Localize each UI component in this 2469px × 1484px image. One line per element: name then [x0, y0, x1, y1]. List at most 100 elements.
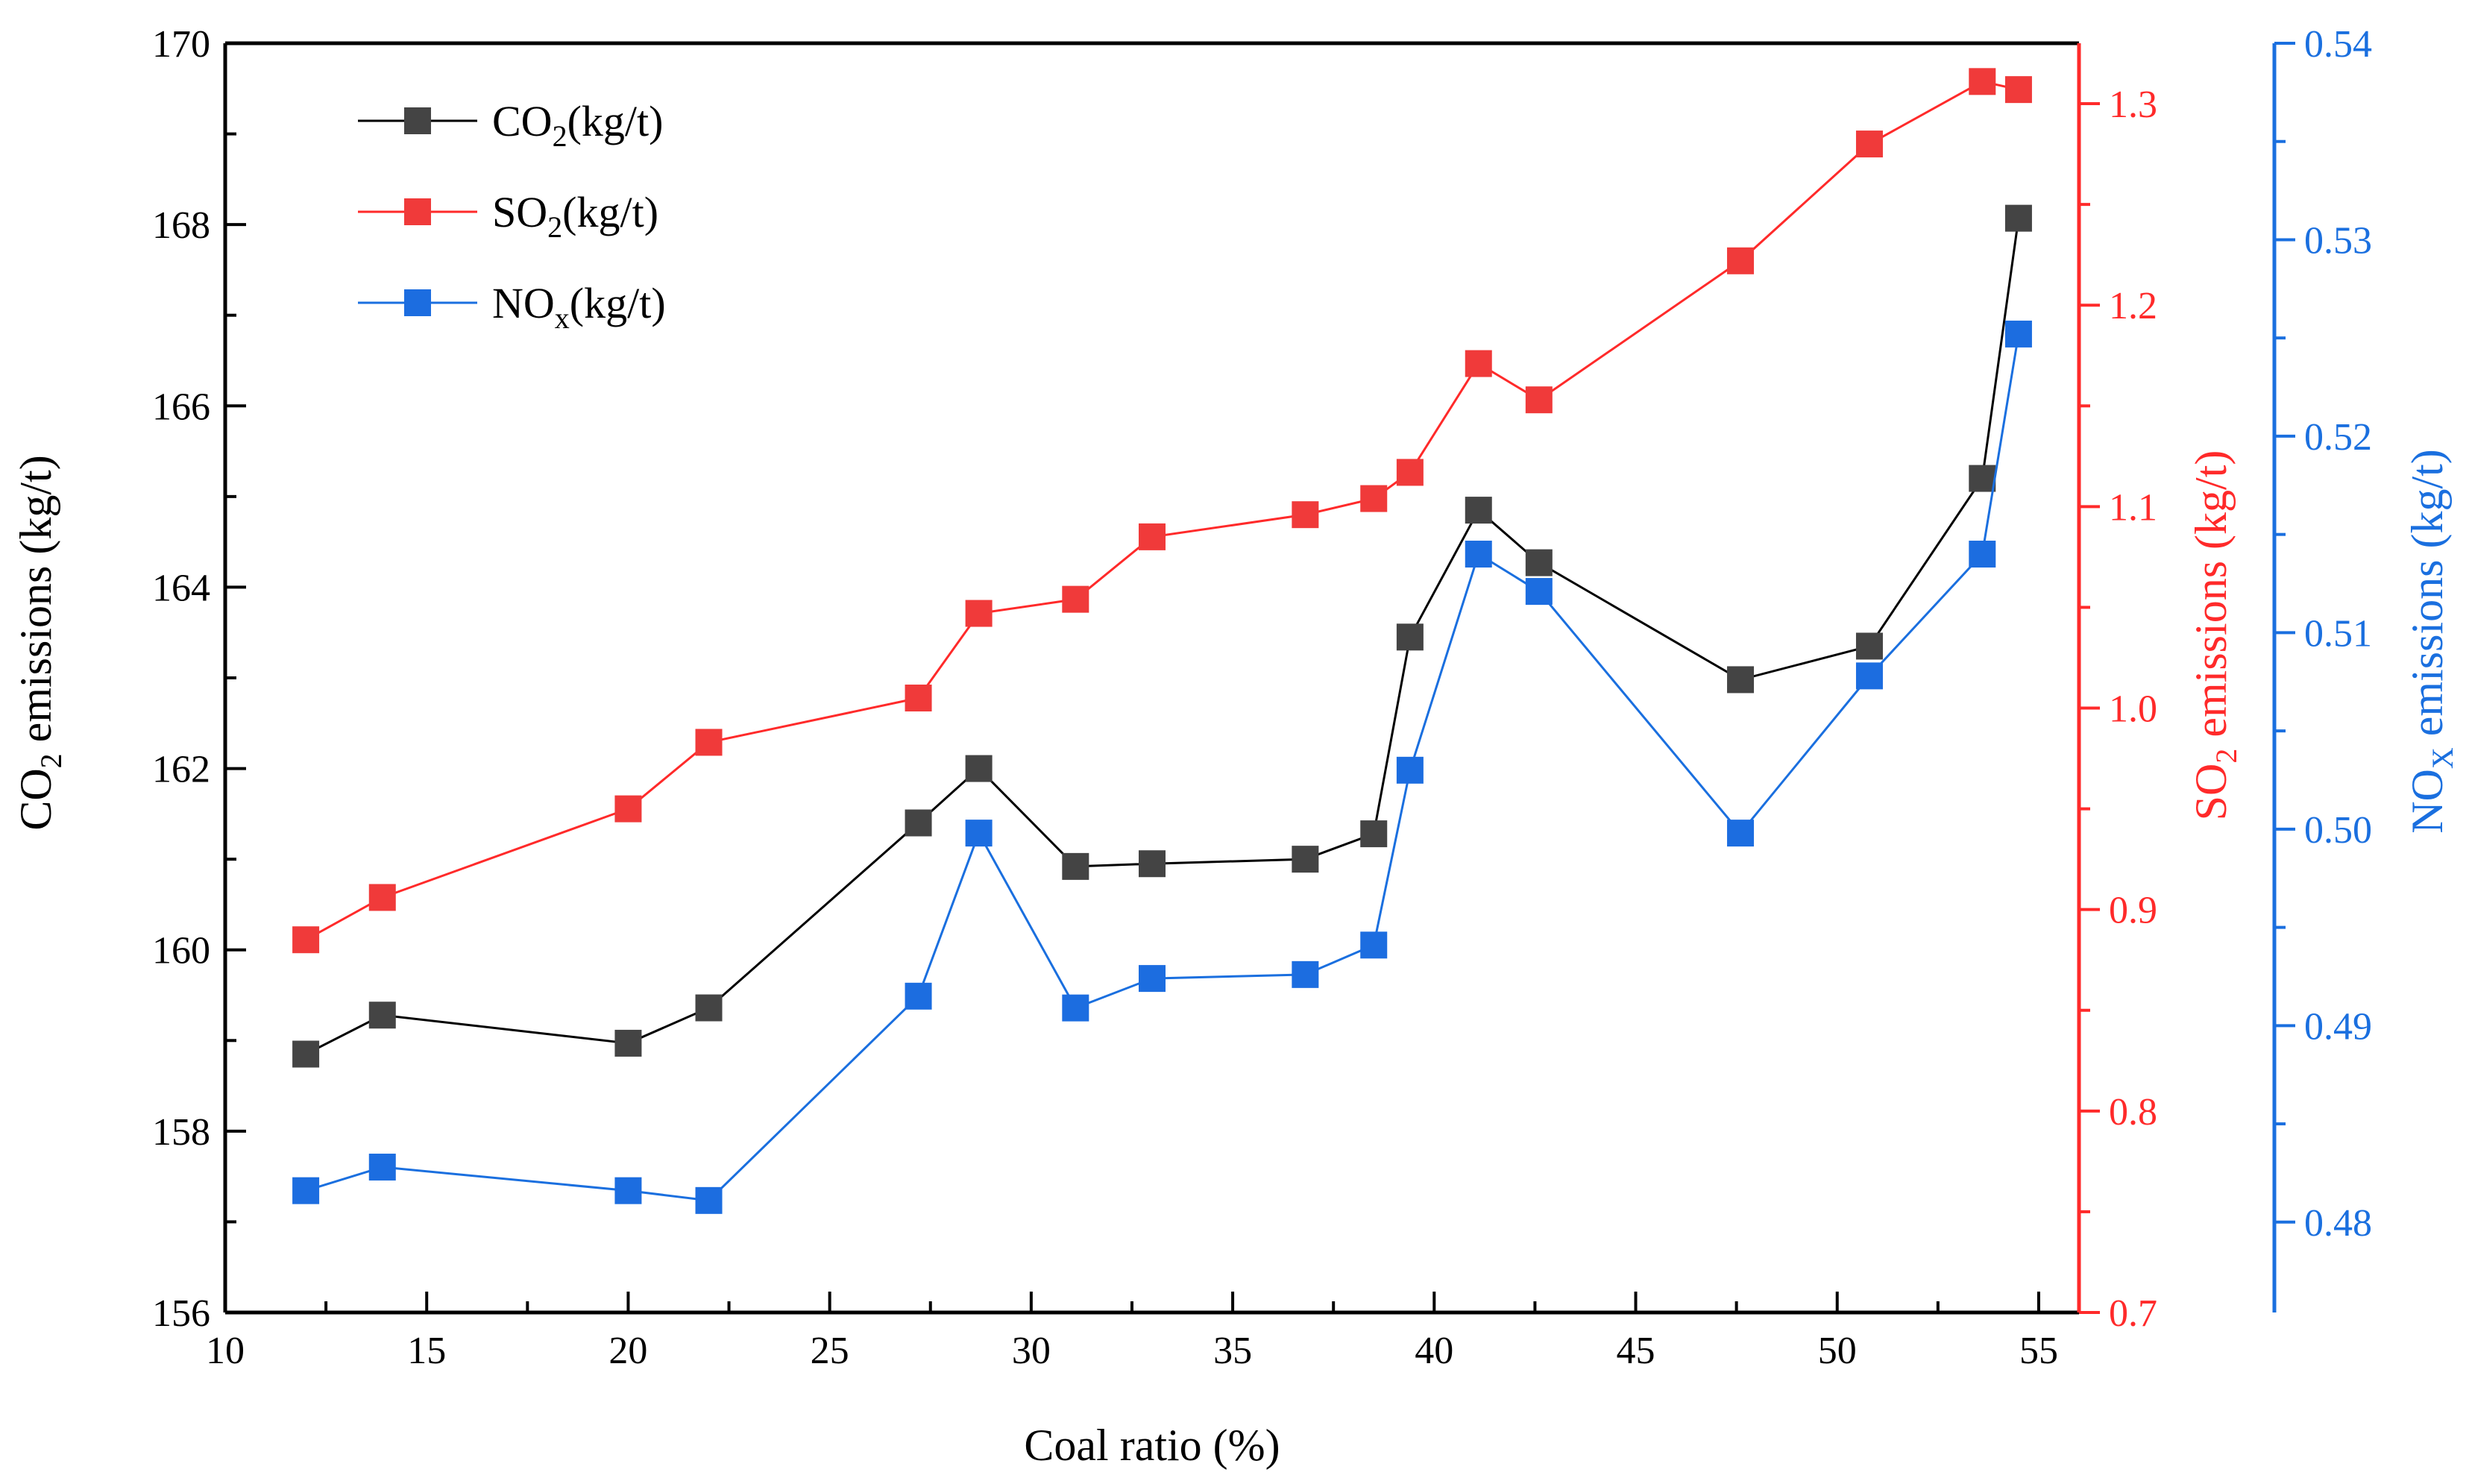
left-tick-label: 170 — [152, 23, 210, 66]
left-tick-label: 164 — [152, 567, 210, 609]
x-tick-label: 40 — [1415, 1330, 1453, 1372]
nox-point — [1292, 960, 1319, 988]
legend-label-rest: (kg/t) — [567, 97, 664, 145]
co2-point — [1062, 852, 1089, 880]
so2-point — [1292, 501, 1319, 529]
legend: CO2(kg/t)SO2(kg/t)NOx(kg/t) — [358, 97, 666, 335]
series-nox — [292, 320, 2032, 1214]
legend-item-co2: CO2(kg/t) — [358, 97, 663, 153]
nox-point — [1855, 662, 1883, 690]
legend-label-sub: 2 — [553, 119, 567, 153]
legend-label-main: SO — [492, 188, 547, 236]
legend-label: CO2(kg/t) — [492, 97, 663, 153]
so2-point — [1465, 350, 1492, 377]
so2-point — [1062, 585, 1089, 613]
x-tick-label: 55 — [2019, 1330, 2058, 1372]
so2-point — [965, 600, 993, 627]
nox-tick-label: 0.52 — [2304, 416, 2372, 459]
nox-point — [695, 1186, 723, 1214]
x-tick-label: 20 — [608, 1330, 647, 1372]
nox-point — [1727, 820, 1755, 847]
co2-point — [695, 994, 723, 1022]
nox-point — [1360, 931, 1388, 959]
nox-tick-label: 0.48 — [2304, 1202, 2372, 1245]
co2-point — [1525, 549, 1553, 576]
nox-point — [368, 1154, 396, 1181]
legend-item-so2: SO2(kg/t) — [358, 188, 658, 244]
left-axis-title: CO2 emissions (kg/t) — [11, 455, 68, 830]
co2-point — [1969, 465, 1996, 492]
left-axis-title-main: CO — [11, 768, 60, 830]
nox-point — [965, 820, 993, 847]
left-tick-label: 168 — [152, 204, 210, 247]
so2-axis-title: SO2 emissions (kg/t) — [2186, 450, 2243, 821]
x-tick-label: 45 — [1617, 1330, 1655, 1372]
so2-point — [1396, 459, 1424, 486]
co2-line — [305, 218, 2020, 1055]
left-tick-label: 158 — [152, 1111, 210, 1154]
x-tick-label: 35 — [1213, 1330, 1252, 1372]
so2-axis-title-rest: emissions (kg/t) — [2186, 450, 2236, 749]
legend-label-sub: x — [555, 301, 570, 335]
nox-tick-label: 0.49 — [2304, 1005, 2372, 1048]
so2-point — [1139, 523, 1166, 550]
series-layer — [292, 68, 2032, 1214]
so2-point — [2004, 76, 2032, 104]
so2-tick-label: 1.1 — [2109, 486, 2157, 529]
co2-point — [905, 809, 932, 837]
legend-marker — [404, 198, 431, 225]
nox-tick-label: 0.53 — [2304, 219, 2372, 262]
co2-point — [1396, 623, 1424, 651]
nox-axis-title-main: NO — [2403, 769, 2452, 834]
series-so2 — [292, 68, 2032, 954]
nox-tick-label: 0.54 — [2304, 23, 2372, 66]
so2-axis-title-sub: 2 — [2209, 749, 2243, 764]
left-tick-label: 156 — [152, 1292, 210, 1335]
co2-point — [1855, 632, 1883, 660]
so2-point — [614, 795, 642, 823]
so2-point — [292, 926, 320, 954]
series-co2 — [292, 204, 2032, 1068]
x-tick-label: 50 — [1818, 1330, 1857, 1372]
so2-tick-label: 1.3 — [2109, 84, 2157, 126]
x-tick-label: 25 — [811, 1330, 849, 1372]
nox-point — [614, 1177, 642, 1204]
legend-label-main: NO — [492, 279, 555, 327]
legend-label-main: CO — [492, 97, 553, 145]
so2-point — [1727, 247, 1755, 274]
x-tick-label: 30 — [1012, 1330, 1051, 1372]
nox-point — [1969, 541, 1996, 568]
co2-point — [1292, 846, 1319, 873]
nox-axis-title-rest: emissions (kg/t) — [2403, 449, 2452, 747]
nox-tick-label: 0.51 — [2304, 612, 2372, 655]
nox-axis-title-sub: X — [2426, 747, 2459, 769]
legend-label-sub: 2 — [547, 210, 562, 244]
left-axis-title-rest: emissions (kg/t) — [11, 455, 60, 753]
left-tick-label: 160 — [152, 930, 210, 972]
nox-point — [292, 1177, 320, 1204]
legend-label-rest: (kg/t) — [570, 279, 666, 327]
co2-point — [1465, 497, 1492, 524]
so2-point — [1969, 68, 1996, 95]
so2-tick-label: 1.0 — [2109, 688, 2157, 731]
so2-point — [368, 884, 396, 911]
so2-tick-label: 0.9 — [2109, 890, 2157, 932]
co2-point — [1139, 850, 1166, 878]
nox-point — [1465, 541, 1492, 568]
co2-point — [2004, 204, 2032, 232]
co2-point — [368, 1002, 396, 1029]
so2-tick-label: 1.2 — [2109, 285, 2157, 327]
nox-point — [1062, 994, 1089, 1022]
co2-point — [1360, 820, 1388, 848]
nox-tick-label: 0.50 — [2304, 809, 2372, 852]
x-axis-title: Coal ratio (%) — [1024, 1421, 1280, 1470]
x-tick-label: 15 — [407, 1330, 446, 1372]
so2-point — [905, 685, 932, 712]
legend-marker — [404, 107, 431, 134]
legend-label-rest: (kg/t) — [562, 188, 658, 236]
nox-axis-title: NOX emissions (kg/t) — [2403, 449, 2459, 834]
nox-point — [905, 982, 932, 1010]
co2-point — [965, 755, 993, 782]
so2-tick-label: 0.8 — [2109, 1091, 2157, 1134]
